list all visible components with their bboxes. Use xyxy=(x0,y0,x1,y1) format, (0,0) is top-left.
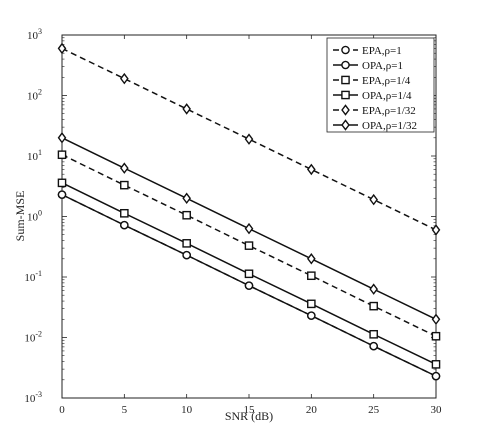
legend-label: OPA,ρ=1/4 xyxy=(362,90,412,102)
legend-item: OPA,ρ=1/32 xyxy=(333,119,417,132)
legend-label: OPA,ρ=1/32 xyxy=(362,120,417,132)
legend-marker xyxy=(341,90,350,100)
y-tick-label: 103 xyxy=(27,27,42,42)
data-point xyxy=(57,150,67,160)
data-point xyxy=(244,269,254,279)
x-axis-title: SNR (dB) xyxy=(225,409,273,423)
data-point xyxy=(244,241,254,250)
data-point xyxy=(369,193,378,206)
legend-item: EPA,ρ=1/4 xyxy=(333,75,411,87)
legend-item: OPA,ρ=1/4 xyxy=(333,90,412,102)
x-tick-label: 0 xyxy=(59,404,65,416)
data-point xyxy=(120,220,129,230)
legend-item: OPA,ρ=1 xyxy=(333,60,403,72)
data-point xyxy=(244,281,254,290)
x-tick-label: 15 xyxy=(244,404,256,416)
y-tick-exponent: -2 xyxy=(35,330,42,339)
data-point xyxy=(431,313,441,326)
x-tick-label: 20 xyxy=(306,404,318,416)
data-point xyxy=(120,208,129,218)
legend-marker xyxy=(341,75,350,85)
data-point xyxy=(120,162,129,174)
data-point xyxy=(57,190,67,199)
legend-label: OPA,ρ=1 xyxy=(362,60,403,72)
data-point xyxy=(182,192,191,205)
x-tick-label: 10 xyxy=(181,404,193,416)
y-tick-exponent: 2 xyxy=(38,88,42,97)
series-2 xyxy=(57,150,441,341)
data-point xyxy=(431,331,441,341)
data-point xyxy=(120,72,129,85)
series-5 xyxy=(57,132,441,326)
legend-marker xyxy=(341,45,350,55)
legend-label: EPA,ρ=1/4 xyxy=(362,75,411,87)
series-layer xyxy=(57,42,441,381)
data-point xyxy=(182,239,191,248)
series-1 xyxy=(57,190,441,381)
legend-marker xyxy=(341,119,350,131)
data-point xyxy=(120,180,129,190)
y-tick-mantissa: 10 xyxy=(24,272,36,284)
y-tick-exponent: -3 xyxy=(35,390,42,399)
data-point xyxy=(57,132,67,144)
y-tick-exponent: 1 xyxy=(38,148,42,157)
data-point xyxy=(307,311,316,320)
x-tick-label: 5 xyxy=(122,404,128,416)
legend: EPA,ρ=1 OPA,ρ=1 EPA,ρ=1/4 OPA,ρ=1/4 EPA,ρ=1/… xyxy=(326,37,435,133)
y-tick-mantissa: 10 xyxy=(27,91,39,103)
legend-item: EPA,ρ=1/32 xyxy=(333,104,416,117)
data-point xyxy=(307,299,316,309)
y-tick-exponent: -1 xyxy=(35,269,42,278)
data-point xyxy=(307,163,316,176)
y-tick-mantissa: 10 xyxy=(27,212,39,224)
y-tick-label: 10-1 xyxy=(24,269,42,284)
data-point xyxy=(182,210,191,220)
legend-marker xyxy=(341,104,350,116)
data-point xyxy=(431,224,441,236)
legend-marker xyxy=(341,60,350,70)
y-axis-title: Sum-MSE xyxy=(13,191,27,242)
data-point xyxy=(369,283,378,295)
legend-label: EPA,ρ=1 xyxy=(362,45,402,57)
data-point xyxy=(431,360,441,369)
y-tick-label: 102 xyxy=(27,88,42,103)
data-point xyxy=(244,133,254,145)
data-point xyxy=(369,301,378,311)
data-point xyxy=(57,178,67,188)
y-tick-exponent: 3 xyxy=(38,27,42,36)
series-4 xyxy=(57,42,441,236)
data-point xyxy=(244,222,254,235)
y-tick-label: 10-3 xyxy=(24,390,42,405)
y-tick-mantissa: 10 xyxy=(27,30,39,42)
data-point xyxy=(431,371,441,381)
y-tick-exponent: 0 xyxy=(38,209,42,218)
x-tick-label: 25 xyxy=(368,404,380,416)
y-tick-mantissa: 10 xyxy=(24,393,36,405)
data-point xyxy=(369,341,378,351)
y-tick-label: 100 xyxy=(27,209,42,224)
y-tick-label: 101 xyxy=(27,148,42,163)
y-tick-label: 10-2 xyxy=(24,330,42,345)
series-3 xyxy=(57,178,441,369)
legend-label: EPA,ρ=1/32 xyxy=(362,105,416,117)
data-point xyxy=(182,250,191,260)
y-tick-mantissa: 10 xyxy=(27,151,39,163)
legend-item: EPA,ρ=1 xyxy=(333,45,402,57)
data-point xyxy=(57,42,67,55)
y-tick-mantissa: 10 xyxy=(24,333,36,345)
data-point xyxy=(369,329,378,339)
data-point xyxy=(307,271,316,281)
data-point xyxy=(307,253,316,265)
data-point xyxy=(182,103,191,115)
x-tick-label: 30 xyxy=(431,404,443,416)
